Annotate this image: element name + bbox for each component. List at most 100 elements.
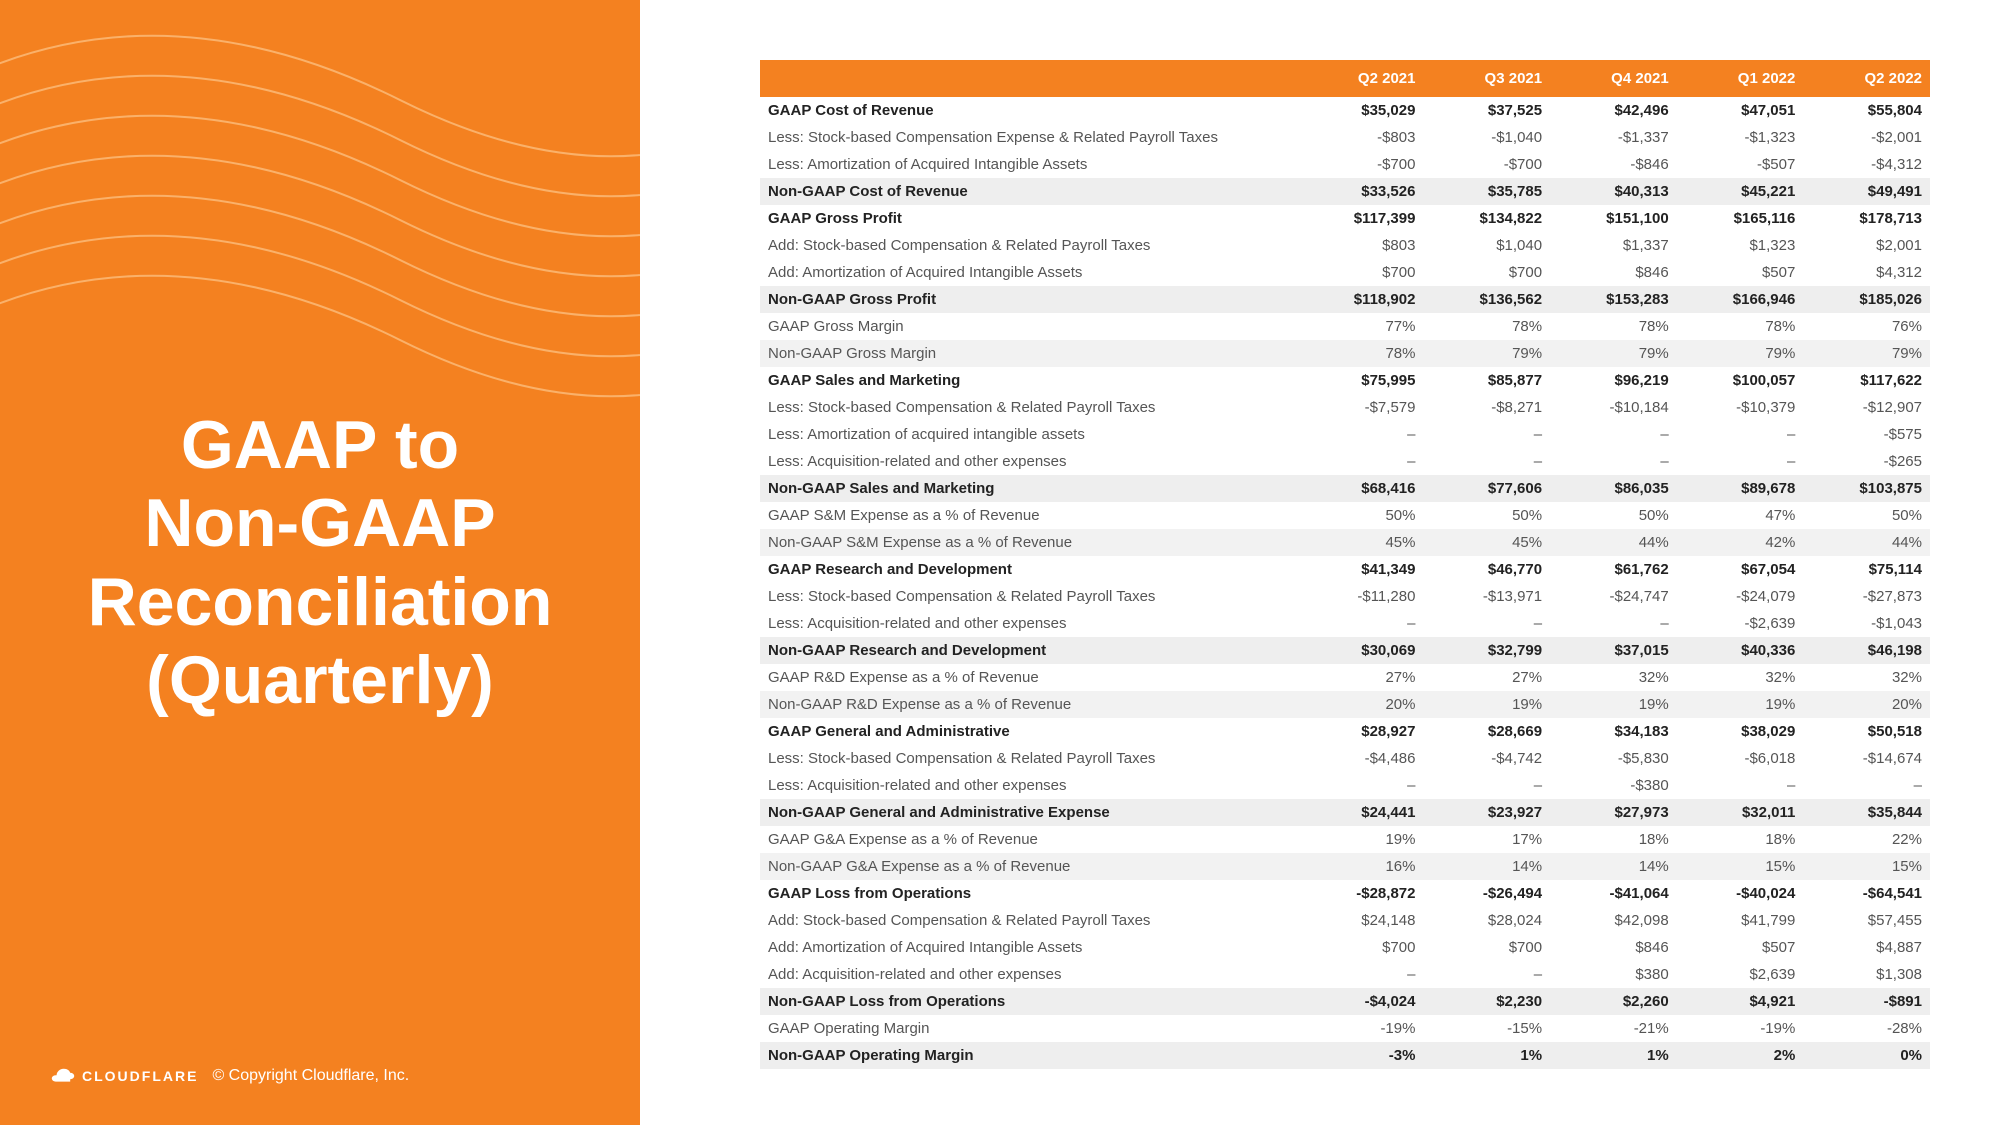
row-value: $45,221 [1677, 178, 1804, 205]
table-row: Less: Acquisition-related and other expe… [760, 448, 1930, 475]
row-value: -$24,079 [1677, 583, 1804, 610]
col-header-period: Q3 2021 [1423, 60, 1550, 97]
row-label: GAAP Operating Margin [760, 1015, 1298, 1042]
row-value: 78% [1298, 340, 1423, 367]
row-value: $89,678 [1677, 475, 1804, 502]
row-value: -$4,486 [1298, 745, 1423, 772]
row-value: -$1,337 [1550, 124, 1677, 151]
row-value: -$1,043 [1803, 610, 1930, 637]
row-value: -$8,271 [1423, 394, 1550, 421]
row-value: 47% [1677, 502, 1804, 529]
row-value: $33,526 [1298, 178, 1423, 205]
row-value: 19% [1298, 826, 1423, 853]
row-value: $2,001 [1803, 232, 1930, 259]
col-header-period: Q2 2022 [1803, 60, 1930, 97]
row-value: $846 [1550, 259, 1677, 286]
table-row: Less: Stock-based Compensation & Related… [760, 745, 1930, 772]
row-label: Less: Stock-based Compensation & Related… [760, 745, 1298, 772]
row-value: 17% [1423, 826, 1550, 853]
row-value: 78% [1550, 313, 1677, 340]
row-label: GAAP R&D Expense as a % of Revenue [760, 664, 1298, 691]
row-value: $153,283 [1550, 286, 1677, 313]
row-value: 1% [1550, 1042, 1677, 1069]
table-row: Less: Amortization of acquired intangibl… [760, 421, 1930, 448]
row-label: Add: Amortization of Acquired Intangible… [760, 934, 1298, 961]
row-value: $118,902 [1298, 286, 1423, 313]
row-value: 0% [1803, 1042, 1930, 1069]
row-value: $117,399 [1298, 205, 1423, 232]
row-value: -$24,747 [1550, 583, 1677, 610]
row-label: GAAP G&A Expense as a % of Revenue [760, 826, 1298, 853]
row-value: $57,455 [1803, 907, 1930, 934]
table-row: GAAP Gross Profit$117,399$134,822$151,10… [760, 205, 1930, 232]
row-value: $35,785 [1423, 178, 1550, 205]
row-value: $42,098 [1550, 907, 1677, 934]
row-label: Non-GAAP Sales and Marketing [760, 475, 1298, 502]
row-value: $34,183 [1550, 718, 1677, 745]
row-label: Less: Amortization of Acquired Intangibl… [760, 151, 1298, 178]
row-value: 44% [1803, 529, 1930, 556]
row-label: Less: Acquisition-related and other expe… [760, 610, 1298, 637]
table-row: Non-GAAP S&M Expense as a % of Revenue45… [760, 529, 1930, 556]
row-value: $185,026 [1803, 286, 1930, 313]
row-value: -$507 [1677, 151, 1804, 178]
row-value: 50% [1803, 502, 1930, 529]
row-label: GAAP General and Administrative [760, 718, 1298, 745]
row-value: $75,114 [1803, 556, 1930, 583]
row-value: 79% [1803, 340, 1930, 367]
row-value: $23,927 [1423, 799, 1550, 826]
row-value: $68,416 [1298, 475, 1423, 502]
row-value: 18% [1550, 826, 1677, 853]
row-value: $117,622 [1803, 367, 1930, 394]
row-value: – [1298, 448, 1423, 475]
row-label: Non-GAAP Gross Profit [760, 286, 1298, 313]
row-value: $166,946 [1677, 286, 1804, 313]
table-row: Less: Acquisition-related and other expe… [760, 610, 1930, 637]
row-value: – [1298, 421, 1423, 448]
row-value: 19% [1423, 691, 1550, 718]
row-value: 79% [1677, 340, 1804, 367]
row-value: -21% [1550, 1015, 1677, 1042]
row-value: – [1677, 772, 1804, 799]
table-row: Add: Amortization of Acquired Intangible… [760, 934, 1930, 961]
row-value: $67,054 [1677, 556, 1804, 583]
row-value: 50% [1423, 502, 1550, 529]
row-value: $55,804 [1803, 97, 1930, 124]
row-value: -$4,312 [1803, 151, 1930, 178]
row-value: $27,973 [1550, 799, 1677, 826]
row-value: -$40,024 [1677, 880, 1804, 907]
row-label: Non-GAAP Gross Margin [760, 340, 1298, 367]
row-value: 14% [1550, 853, 1677, 880]
row-value: $30,069 [1298, 637, 1423, 664]
row-value: -$10,379 [1677, 394, 1804, 421]
row-value: – [1803, 772, 1930, 799]
table-row: Non-GAAP Research and Development$30,069… [760, 637, 1930, 664]
row-label: GAAP Research and Development [760, 556, 1298, 583]
row-value: $47,051 [1677, 97, 1804, 124]
row-value: $4,312 [1803, 259, 1930, 286]
table-row: Non-GAAP Gross Margin78%79%79%79%79% [760, 340, 1930, 367]
table-row: GAAP S&M Expense as a % of Revenue50%50%… [760, 502, 1930, 529]
table-row: Less: Amortization of Acquired Intangibl… [760, 151, 1930, 178]
table-row: GAAP Research and Development$41,349$46,… [760, 556, 1930, 583]
row-value: – [1423, 610, 1550, 637]
row-value: $1,040 [1423, 232, 1550, 259]
row-value: -$12,907 [1803, 394, 1930, 421]
table-row: Add: Stock-based Compensation & Related … [760, 232, 1930, 259]
col-header-label [760, 60, 1298, 97]
row-value: $507 [1677, 934, 1804, 961]
row-value: -$14,674 [1803, 745, 1930, 772]
row-value: 42% [1677, 529, 1804, 556]
row-value: -$26,494 [1423, 880, 1550, 907]
row-value: 50% [1550, 502, 1677, 529]
row-label: GAAP Loss from Operations [760, 880, 1298, 907]
row-value: 32% [1677, 664, 1804, 691]
left-panel: GAAP to Non-GAAP Reconciliation (Quarter… [0, 0, 640, 1125]
table-row: Non-GAAP R&D Expense as a % of Revenue20… [760, 691, 1930, 718]
row-value: -$1,040 [1423, 124, 1550, 151]
row-value: $32,799 [1423, 637, 1550, 664]
table-row: GAAP Loss from Operations-$28,872-$26,49… [760, 880, 1930, 907]
row-value: -$891 [1803, 988, 1930, 1015]
row-value: $28,024 [1423, 907, 1550, 934]
row-value: – [1423, 961, 1550, 988]
